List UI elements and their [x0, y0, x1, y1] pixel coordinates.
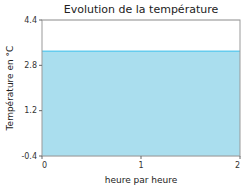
- x-tick: [240, 156, 241, 159]
- y-tick: [39, 110, 42, 111]
- x-tick: [141, 156, 142, 159]
- x-tick-label: 2: [235, 161, 240, 170]
- plot-frame: [42, 20, 240, 156]
- area: [42, 51, 240, 156]
- chart-container: -0.4 1.2 2.8 4.4 0 1 2 Evolution de la températ…: [0, 0, 250, 188]
- y-tick: [39, 65, 42, 66]
- axes: -0.4 1.2 2.8 4.4 0 1 2: [21, 16, 240, 171]
- x-tick-label: 0: [42, 161, 47, 170]
- chart: -0.4 1.2 2.8 4.4 0 1 2 Evolution de la températ…: [0, 0, 250, 188]
- title: Evolution de la température: [64, 3, 219, 16]
- plot-background: [42, 20, 240, 156]
- y-axis-label: Température en °C: [5, 46, 15, 132]
- y-tick: [39, 20, 42, 21]
- grid: [42, 20, 240, 156]
- y-tick-label: -0.4: [21, 152, 37, 161]
- x-tick-label: 1: [138, 161, 143, 170]
- x-tick: [42, 156, 43, 159]
- line: [42, 50, 240, 52]
- y-tick-label: 4.4: [24, 16, 37, 25]
- x-axis-label: heure par heure: [105, 175, 178, 185]
- data: [42, 51, 240, 156]
- y-tick-label: 1.2: [24, 106, 37, 115]
- y-tick-label: 2.8: [24, 61, 37, 70]
